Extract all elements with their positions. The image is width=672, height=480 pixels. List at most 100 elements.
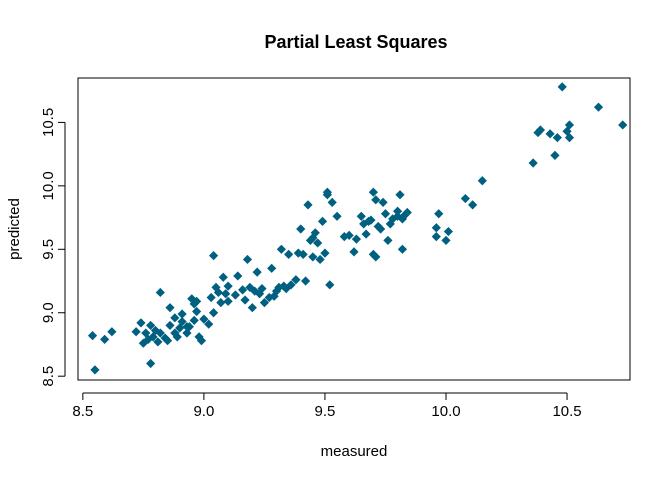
data-point (552, 133, 562, 143)
data-point (300, 276, 311, 286)
x-tick-label: 10.5 (552, 403, 581, 420)
y-tick-label: 9.5 (40, 239, 57, 260)
data-point (322, 187, 332, 197)
data-point (376, 224, 386, 234)
data-point (550, 150, 560, 161)
data-point (162, 336, 173, 346)
data-point (267, 263, 277, 273)
y-tick-label: 8.5 (40, 366, 57, 387)
data-point (305, 235, 316, 246)
data-point (315, 254, 325, 265)
data-point (477, 176, 487, 186)
data-point (269, 291, 279, 301)
data-point (146, 320, 156, 331)
data-point (434, 209, 444, 219)
data-point (371, 252, 381, 262)
y-tick-label: 9.0 (40, 302, 57, 323)
data-point (344, 230, 354, 240)
data-point (192, 296, 202, 306)
data-point (468, 200, 478, 210)
data-point (545, 129, 555, 139)
data-point (165, 320, 175, 331)
y-axis-label: predicted (6, 198, 23, 260)
data-point (366, 215, 376, 225)
data-point (593, 102, 604, 112)
y-tick-label: 10.5 (40, 108, 57, 137)
data-point (216, 297, 226, 308)
data-point (298, 249, 308, 259)
data-point (242, 254, 253, 265)
data-point (160, 333, 170, 343)
data-point (310, 228, 320, 238)
plot-frame (77, 77, 631, 381)
data-point (170, 313, 180, 323)
data-point (165, 303, 175, 313)
data-point (223, 281, 233, 291)
data-point (378, 197, 388, 207)
data-point (443, 226, 454, 237)
data-point (431, 223, 441, 233)
data-point (332, 211, 342, 221)
y-tick-label: 10.0 (40, 171, 57, 200)
data-points (87, 82, 628, 375)
data-point (90, 365, 100, 375)
data-point (189, 315, 199, 325)
data-point (240, 295, 250, 305)
data-point (528, 158, 538, 168)
data-point (138, 338, 148, 348)
data-point (172, 332, 182, 342)
data-point (155, 287, 165, 298)
data-point (279, 281, 289, 291)
x-axis-label: measured (321, 443, 388, 460)
data-point (100, 334, 110, 344)
data-point (320, 248, 330, 258)
data-point (368, 187, 378, 197)
data-point (395, 190, 405, 200)
data-point (291, 275, 301, 285)
data-point (192, 306, 202, 317)
chart-title: Partial Least Squares (264, 32, 447, 52)
data-point (371, 195, 381, 205)
data-point (317, 216, 328, 226)
data-point (351, 234, 362, 244)
data-point (296, 224, 306, 234)
data-point (204, 319, 214, 329)
data-point (308, 252, 318, 262)
data-point (327, 197, 337, 207)
data-point (177, 309, 187, 319)
data-point (221, 289, 231, 299)
data-point (146, 358, 156, 369)
data-point (276, 244, 286, 254)
data-point (107, 327, 117, 337)
data-point (259, 297, 270, 308)
data-point (392, 211, 403, 221)
data-point (177, 317, 187, 327)
data-point (397, 244, 408, 254)
data-point (535, 125, 546, 135)
x-axis: 8.5 9.0 9.5 10.0 10.5 (72, 392, 582, 420)
data-point (392, 206, 403, 216)
data-point (383, 235, 393, 246)
data-point (557, 82, 567, 92)
data-point (564, 133, 575, 143)
data-point (196, 336, 207, 346)
data-point (136, 318, 146, 328)
data-point (356, 211, 366, 221)
data-point (218, 272, 228, 282)
data-point (361, 229, 371, 239)
y-axis: 8.5 9.0 9.5 10.0 10.5 (40, 108, 66, 387)
data-point (87, 330, 98, 341)
data-point (230, 290, 240, 300)
data-point (397, 214, 408, 224)
x-tick-label: 9.5 (315, 403, 336, 420)
data-point (286, 280, 296, 290)
data-point (153, 337, 163, 347)
data-point (564, 120, 575, 130)
x-tick-label: 10.0 (431, 403, 460, 420)
data-point (562, 126, 572, 136)
data-point (194, 332, 204, 342)
data-point (313, 238, 323, 248)
data-point (264, 292, 274, 303)
x-tick-label: 8.5 (72, 403, 93, 420)
